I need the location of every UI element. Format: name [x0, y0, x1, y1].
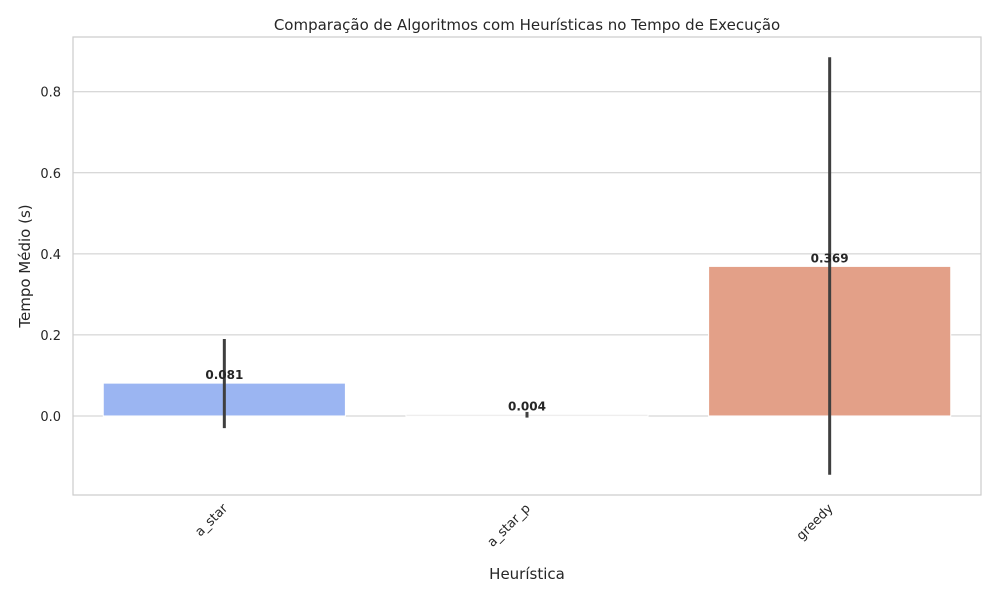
chart-title: Comparação de Algoritmos com Heurísticas… [274, 16, 780, 34]
value-label-a_star_p: 0.004 [508, 399, 546, 413]
y-tick-label: 0.8 [40, 86, 61, 101]
y-tick-label: 0.6 [40, 167, 61, 182]
y-tick-label: 0.0 [40, 410, 61, 425]
bars [102, 265, 952, 417]
y-tick-label: 0.2 [40, 329, 61, 344]
error-bars [222, 57, 832, 475]
y-axis-label: Tempo Médio (s) [16, 204, 34, 328]
x-axis-label: Heurística [489, 565, 565, 583]
value-label-greedy: 0.369 [811, 251, 849, 265]
x-tick-label-greedy: greedy [794, 501, 837, 544]
value-labels: 0.081 0.004 0.369 [205, 251, 848, 413]
x-tick-label-a_star_p: a_star_p [485, 501, 534, 550]
value-label-a_star: 0.081 [205, 368, 243, 382]
plot-frame [72, 36, 982, 496]
x-tick-labels: a_star a_star_p greedy [193, 501, 837, 551]
y-tick-label: 0.4 [40, 248, 61, 263]
y-tick-labels: 0.0 0.2 0.4 0.6 0.8 [40, 86, 61, 425]
x-tick-label-a_star: a_star [193, 501, 232, 540]
